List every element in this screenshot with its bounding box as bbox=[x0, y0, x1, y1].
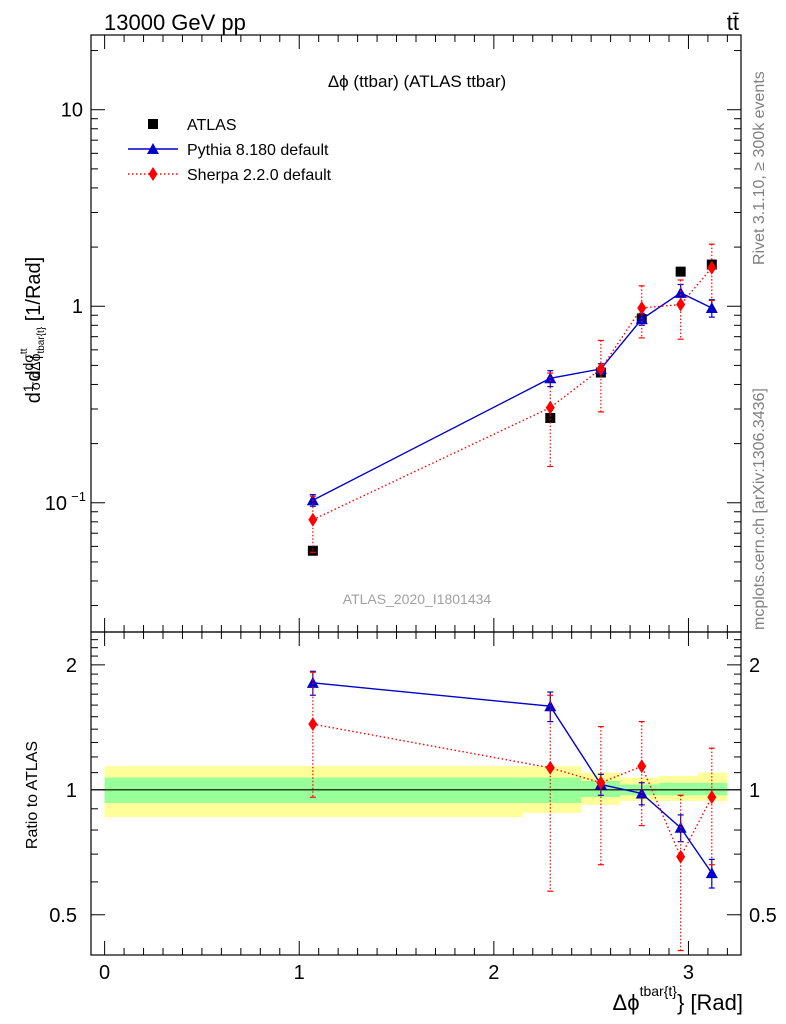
legend-label: ATLAS bbox=[187, 117, 237, 134]
ratio-series-0-point bbox=[306, 676, 319, 688]
ratio-band-green bbox=[698, 782, 728, 796]
main-ytick-label: 1 bbox=[72, 296, 83, 318]
header-left-title: 13000 GeV pp bbox=[104, 10, 246, 35]
main-panel: Δϕ (ttbar) (ATLAS ttbar) ATLAS_2020_I180… bbox=[19, 34, 742, 633]
ratio-xtick-label: 0 bbox=[99, 962, 110, 984]
main-series-1-point bbox=[674, 286, 687, 298]
main-ytick-exponent: −1 bbox=[71, 489, 86, 504]
legend-marker bbox=[148, 119, 158, 129]
main-ytick-label: 10 bbox=[61, 100, 83, 122]
ratio-panel: 0.5 0.5 1 1 2 2 0 1 2 3 Ratio to ATLAS Δϕtbar{t}}… bbox=[24, 631, 777, 1015]
main-series-1-line bbox=[312, 292, 713, 501]
main-series-2-point bbox=[707, 260, 717, 275]
main-series-2-point bbox=[596, 361, 606, 376]
ratio-ylabel: Ratio to ATLAS bbox=[24, 741, 41, 849]
legend-label: Pythia 8.180 default bbox=[187, 142, 329, 159]
ratio-ytick-label-right: 0.5 bbox=[749, 905, 777, 927]
main-series-0-point bbox=[545, 412, 556, 423]
main-series-0-point bbox=[307, 545, 318, 556]
ratio-ytick-label: 1 bbox=[66, 780, 77, 802]
svg-text:Δϕtbar{t}} [Rad]: Δϕtbar{t}} [Rad] bbox=[613, 983, 743, 1015]
ratio-ytick-label: 2 bbox=[66, 655, 77, 677]
main-series-0-point bbox=[675, 266, 686, 277]
main-ytick-label: 10 bbox=[45, 493, 67, 515]
ratio-series-1-point bbox=[596, 775, 606, 790]
ratio-series-0-point bbox=[544, 700, 557, 712]
ratio-series-1-point bbox=[308, 717, 318, 732]
side-label-top: Rivet 3.1.10, ≥ 300k events bbox=[751, 71, 768, 265]
ratio-ytick-label-right: 1 bbox=[749, 780, 760, 802]
ratio-series-1-point bbox=[545, 760, 555, 775]
ratio-series-1-point bbox=[676, 849, 686, 864]
ratio-xtick-label: 2 bbox=[488, 962, 499, 984]
legend: ATLAS Pythia 8.180 default Sherpa 2.2.0 de… bbox=[128, 117, 332, 184]
main-title: Δϕ (ttbar) (ATLAS ttbar) bbox=[328, 72, 506, 91]
ratio-xtick-label: 1 bbox=[294, 962, 305, 984]
main-series-2-point bbox=[545, 400, 555, 415]
main-series-1-point bbox=[705, 301, 718, 313]
ratio-series-1-point bbox=[637, 759, 647, 774]
ratio-xlabel: Δϕtbar{t}} [Rad] bbox=[613, 983, 743, 1015]
svg-text:d1σddσttdΔϕtbar{t} [1/Rad]: d1σddσttdΔϕtbar{t} [1/Rad] bbox=[19, 257, 47, 403]
ratio-xtick-label: 3 bbox=[683, 962, 694, 984]
header-right-title: tt̄ bbox=[727, 10, 739, 35]
ratio-ytick-label-right: 2 bbox=[749, 655, 760, 677]
main-ylabel: d1σddσttdΔϕtbar{t} [1/Rad] bbox=[19, 257, 47, 403]
main-series-2-point bbox=[637, 300, 647, 315]
ratio-series-0-point bbox=[705, 867, 718, 879]
side-label-bottom: mcplots.cern.ch [arXiv:1306.3436] bbox=[751, 388, 768, 630]
main-series-2-line bbox=[312, 267, 713, 521]
legend-marker bbox=[148, 167, 158, 181]
legend-marker bbox=[147, 143, 159, 154]
ratio-series-1-line bbox=[312, 723, 713, 859]
ratio-band-green bbox=[659, 782, 699, 796]
ratio-series-1-point bbox=[707, 790, 717, 805]
main-series-2-point bbox=[676, 297, 686, 312]
main-series-2-point bbox=[308, 512, 318, 527]
ratio-ytick-label: 0.5 bbox=[49, 905, 77, 927]
watermark: ATLAS_2020_I1801434 bbox=[343, 591, 492, 607]
ratio-series-0-line bbox=[312, 682, 713, 874]
legend-label: Sherpa 2.2.0 default bbox=[187, 167, 332, 184]
